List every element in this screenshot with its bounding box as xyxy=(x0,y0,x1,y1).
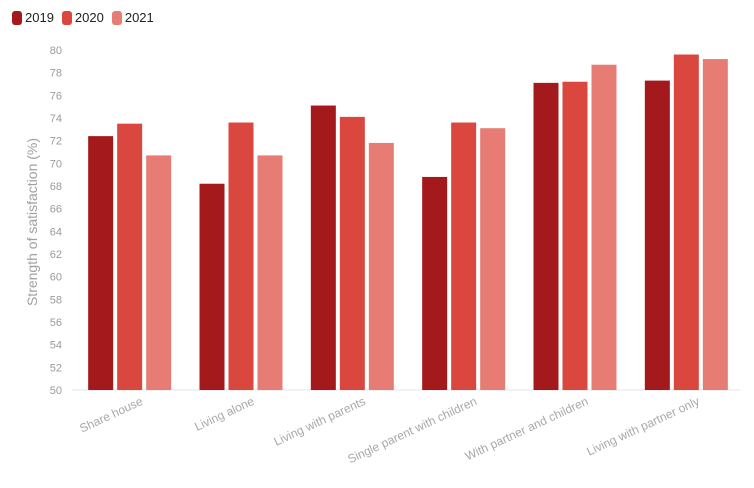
y-tick-label: 62 xyxy=(50,249,62,261)
bar-2020-2 xyxy=(339,116,365,390)
legend-item-2021[interactable]: 2021 xyxy=(111,10,154,25)
y-tick-label: 72 xyxy=(50,136,62,148)
y-tick-label: 54 xyxy=(50,340,62,352)
y-axis-title: Strength of satisfaction (%) xyxy=(24,138,40,306)
y-tick-label: 50 xyxy=(50,385,62,397)
legend-swatch xyxy=(61,10,72,25)
legend: 2019 2020 2021 xyxy=(12,10,158,25)
bar-2021-0 xyxy=(146,155,172,390)
y-tick-label: 74 xyxy=(50,113,62,125)
y-tick-label: 60 xyxy=(50,272,62,284)
legend-item-2020[interactable]: 2020 xyxy=(61,10,104,25)
y-tick-label: 70 xyxy=(50,158,62,170)
legend-label: 2019 xyxy=(25,10,54,25)
legend-swatch xyxy=(111,10,122,25)
bar-2021-5 xyxy=(702,59,728,391)
x-tick-label: With partner and children xyxy=(463,394,590,463)
y-tick-label: 76 xyxy=(50,90,62,102)
bar-2020-0 xyxy=(117,123,143,391)
bar-2019-5 xyxy=(644,80,670,390)
x-tick-label: Living alone xyxy=(192,394,256,434)
y-tick-label: 78 xyxy=(50,68,62,80)
bar-2021-2 xyxy=(368,142,394,390)
y-tick-label: 64 xyxy=(50,226,62,238)
y-tick-label: 58 xyxy=(50,294,62,306)
x-tick-label: Living with parents xyxy=(272,394,368,449)
legend-label: 2021 xyxy=(124,10,154,25)
y-tick-label: 68 xyxy=(50,181,62,193)
bar-2019-2 xyxy=(310,105,336,391)
bar-2019-3 xyxy=(422,176,448,390)
bar-2021-4 xyxy=(591,64,617,390)
bar-2020-1 xyxy=(228,122,254,391)
y-tick-label: 80 xyxy=(50,45,62,57)
x-tick-label: Share house xyxy=(77,394,145,436)
y-tick-label: 56 xyxy=(50,317,62,329)
bar-2021-3 xyxy=(480,128,506,390)
bar-2019-1 xyxy=(199,183,225,390)
x-tick-label: Living with partner only xyxy=(584,394,701,459)
legend-item-2019[interactable]: 2019 xyxy=(12,10,54,25)
bar-2020-5 xyxy=(673,54,699,391)
bar-2020-3 xyxy=(451,122,477,391)
legend-swatch xyxy=(12,10,22,25)
y-tick-label: 66 xyxy=(50,204,62,216)
bar-2020-4 xyxy=(562,81,588,390)
bar-2019-0 xyxy=(88,136,114,390)
y-tick-label: 52 xyxy=(50,362,62,374)
bar-2019-4 xyxy=(533,82,559,390)
bar-2021-1 xyxy=(257,155,283,390)
legend-label: 2020 xyxy=(74,10,104,25)
